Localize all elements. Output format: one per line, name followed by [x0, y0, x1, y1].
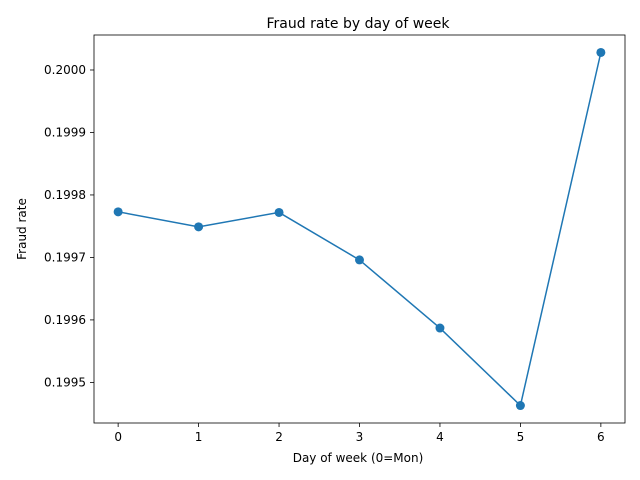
- plot-frame: [93, 34, 626, 424]
- data-point: [515, 401, 525, 411]
- y-tick-label: 0.1995: [44, 375, 86, 389]
- data-point: [355, 255, 364, 265]
- y-axis: 0.1995 0.1996 0.1997 0.1998 0.1999 0.2000: [44, 63, 94, 389]
- x-axis-label: Day of week (0=Mon): [293, 451, 424, 465]
- chart-title: Fraud rate by day of week: [266, 16, 450, 32]
- y-axis-label: Fraud rate: [15, 198, 29, 260]
- x-tick-label: 5: [517, 430, 525, 444]
- y-tick-label: 0.1999: [44, 125, 86, 139]
- x-tick-label: 0: [114, 430, 122, 444]
- series-line: [118, 52, 602, 407]
- x-axis: 0 1 2 3 4 5 6: [114, 423, 605, 444]
- y-tick-label: 0.1997: [44, 250, 86, 264]
- x-tick-label: 1: [195, 430, 203, 444]
- y-tick-label: 0.1998: [44, 188, 86, 202]
- x-tick-label: 2: [275, 430, 283, 444]
- series-layer: [113, 47, 606, 411]
- x-tick-label: 4: [436, 430, 444, 444]
- x-tick-label: 6: [597, 430, 605, 444]
- plot-area: [93, 34, 626, 424]
- data-point: [274, 207, 284, 217]
- y-tick-label: 0.1996: [44, 313, 86, 327]
- data-point: [113, 207, 123, 217]
- data-point: [194, 222, 204, 232]
- y-tick-label: 0.2000: [44, 63, 86, 77]
- x-tick-label: 3: [356, 430, 364, 444]
- data-point: [435, 323, 445, 333]
- data-point: [596, 47, 606, 57]
